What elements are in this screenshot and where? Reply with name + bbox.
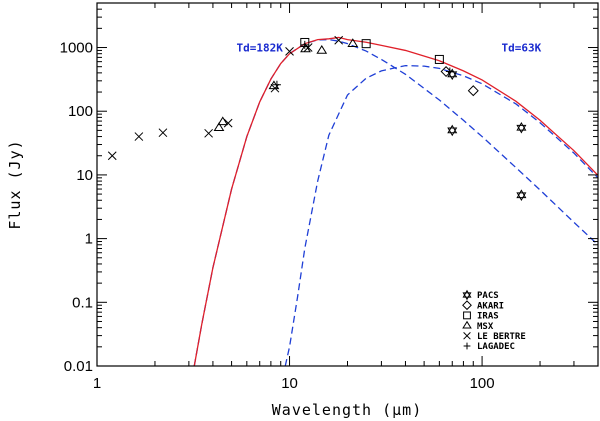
legend-marker-x — [463, 332, 471, 340]
point-le-bertre — [158, 128, 168, 138]
point-pacs — [516, 189, 527, 202]
axis-ticks — [96, 2, 599, 367]
point-akari — [440, 66, 452, 78]
y-tick-label: 100 — [68, 103, 93, 120]
point-iras — [434, 54, 444, 64]
point-le-bertre — [270, 83, 280, 93]
point-le-bertre — [223, 118, 233, 128]
point-msx — [347, 38, 359, 47]
point-lagadec — [445, 67, 454, 76]
y-tick-label: 1000 — [60, 40, 93, 57]
x-tick-label: 100 — [470, 375, 495, 392]
curve-component-1 — [284, 64, 598, 366]
point-iras — [361, 39, 371, 49]
legend-marker-diamond — [462, 300, 472, 311]
curve-total-model — [193, 36, 598, 366]
annotation-label-0: Td=182K — [237, 42, 284, 55]
point-pacs — [447, 124, 458, 137]
legend-label: IRAS — [477, 312, 499, 322]
point-le-bertre — [285, 47, 294, 56]
point-le-bertre — [204, 128, 213, 138]
point-le-bertre — [334, 35, 344, 45]
point-msx — [213, 122, 225, 132]
point-lagadec — [300, 40, 309, 49]
point-akari — [467, 85, 479, 97]
x-tick-label: 10 — [281, 375, 298, 392]
tick-labels: 1 10 100 0.01 0.1 1 10 100 1000 — [60, 40, 495, 392]
legend-label: LAGADEC — [477, 342, 515, 352]
y-tick-label: 10 — [76, 167, 93, 184]
legend-label: LE BERTRE — [477, 332, 526, 342]
y-axis-title: Flux (Jy) — [6, 139, 24, 229]
annotation-label-1: Td=63K — [502, 42, 542, 55]
point-pacs — [516, 121, 527, 134]
x-tick-label: 1 — [93, 375, 101, 392]
legend-marker-triangle — [462, 320, 472, 329]
model-curves — [193, 36, 598, 366]
point-le-bertre — [107, 151, 117, 161]
y-tick-label: 0.01 — [64, 358, 93, 375]
point-msx — [217, 116, 229, 126]
legend-label: MSX — [477, 322, 494, 332]
legend-marker-star — [462, 289, 472, 301]
point-le-bertre — [134, 132, 144, 141]
data-points — [107, 35, 527, 202]
y-tick-label: 1 — [85, 231, 93, 248]
plot-frame — [96, 2, 599, 367]
point-lagadec — [272, 80, 281, 89]
legend-label: PACS — [477, 291, 499, 301]
x-axis-title: Wavelength (μm) — [272, 401, 422, 419]
legend-marker-square — [463, 311, 471, 320]
y-tick-label: 0.1 — [72, 294, 93, 311]
legend-marker-plus — [463, 342, 471, 350]
annotations: Td=182K Td=63K — [237, 42, 542, 55]
curve-component-0 — [193, 38, 598, 366]
point-msx — [316, 44, 328, 54]
legend-label: AKARI — [477, 301, 504, 311]
